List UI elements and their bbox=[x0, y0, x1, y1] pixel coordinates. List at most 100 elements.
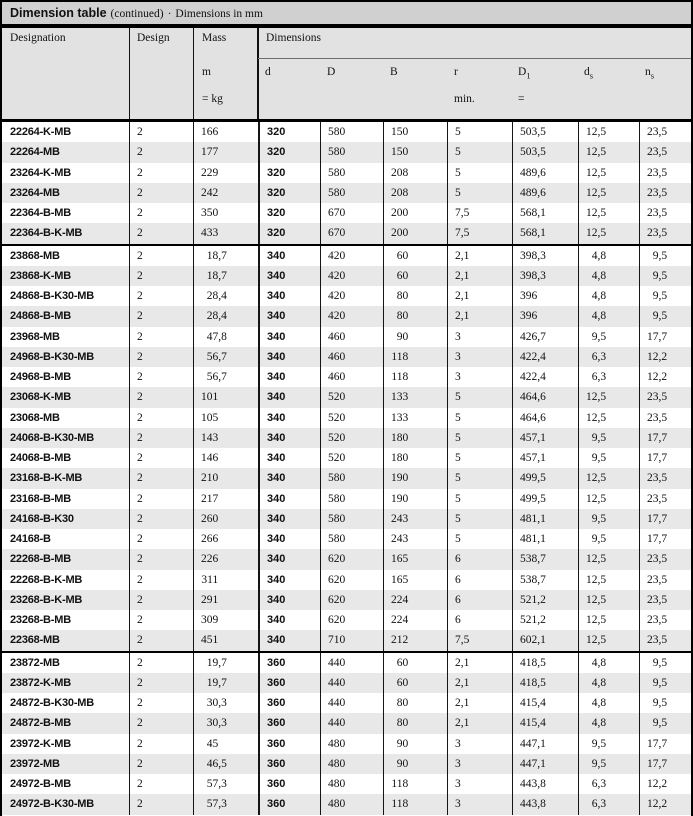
dim-col-d: d bbox=[265, 66, 271, 78]
cell-ns: 9,5 bbox=[639, 652, 691, 673]
cell-designation: 23264-K-MB bbox=[10, 166, 71, 179]
cell-mass: 451 bbox=[193, 630, 258, 651]
cell-D: 480 bbox=[320, 774, 383, 795]
cell-ds: 4,8 bbox=[578, 693, 639, 714]
cell-mass: 433 bbox=[193, 223, 258, 244]
table-row: 23264-K-MB 2 229 320 580 208 5 489,6 12,5 23,5 bbox=[2, 162, 691, 183]
cell-designation: 24868-B-K30-MB bbox=[10, 290, 95, 303]
cell-D1: 398,3 bbox=[512, 245, 578, 266]
cell-designation: 24872-B-MB bbox=[10, 717, 71, 730]
table-row: 24168-B-K30 2 260 340 580 243 5 481,1 9,5 17,7 bbox=[2, 508, 691, 529]
cell-ds: 4,8 bbox=[578, 286, 639, 307]
cell-mass: 210 bbox=[193, 468, 258, 489]
cell-design: 2 bbox=[129, 774, 193, 795]
table-row: 23168-B-K-MB 2 210 340 580 190 5 499,5 12,5 23,5 bbox=[2, 468, 691, 489]
cell-D1: 422,4 bbox=[512, 346, 578, 367]
cell-designation: 23168-B-K-MB bbox=[10, 472, 83, 485]
cell-d: 340 bbox=[258, 387, 320, 408]
cell-ns: 17,7 bbox=[639, 427, 691, 448]
cell-ns: 17,7 bbox=[639, 448, 691, 469]
cell-d: 320 bbox=[258, 182, 320, 203]
cell-B: 165 bbox=[383, 549, 447, 570]
cell-designation: 23972-MB bbox=[10, 757, 60, 770]
cell-d: 360 bbox=[258, 672, 320, 693]
cell-design: 2 bbox=[129, 122, 193, 143]
table-row: 23264-MB 2 242 320 580 208 5 489,6 12,5 23,5 bbox=[2, 182, 691, 203]
table-row: 22268-B-MB 2 226 340 620 165 6 538,7 12,5 23,5 bbox=[2, 549, 691, 570]
cell-D1: 418,5 bbox=[512, 652, 578, 673]
cell-D1: 499,5 bbox=[512, 488, 578, 509]
table-row: 23972-MB 2 46,5 360 480 90 3 447,1 9,5 17,7 bbox=[2, 753, 691, 774]
table-row: 24068-B-MB 2 146 340 520 180 5 457,1 9,5 17,7 bbox=[2, 448, 691, 469]
cell-r: 3 bbox=[447, 346, 512, 367]
cell-design: 2 bbox=[129, 693, 193, 714]
cell-ds: 9,5 bbox=[578, 448, 639, 469]
cell-d: 340 bbox=[258, 508, 320, 529]
cell-ds: 12,5 bbox=[578, 488, 639, 509]
mass-unit: = kg bbox=[202, 93, 223, 105]
cell-B: 208 bbox=[383, 182, 447, 203]
cell-D1: 426,7 bbox=[512, 326, 578, 347]
cell-B: 224 bbox=[383, 610, 447, 631]
cell-D1: 499,5 bbox=[512, 468, 578, 489]
cell-D: 620 bbox=[320, 569, 383, 590]
cell-D1: 464,6 bbox=[512, 407, 578, 428]
cell-ns: 23,5 bbox=[639, 468, 691, 489]
cell-mass: 177 bbox=[193, 142, 258, 163]
cell-ns: 23,5 bbox=[639, 162, 691, 183]
cell-B: 118 bbox=[383, 774, 447, 795]
cell-design: 2 bbox=[129, 448, 193, 469]
cell-designation: 23264-MB bbox=[10, 186, 60, 199]
cell-mass: 291 bbox=[193, 589, 258, 610]
col-header-mass: Mass bbox=[202, 32, 227, 44]
cell-D1: 481,1 bbox=[512, 529, 578, 550]
title-units-note: Dimensions in mm bbox=[175, 8, 263, 20]
cell-ds: 12,5 bbox=[578, 630, 639, 651]
cell-r: 3 bbox=[447, 733, 512, 754]
cell-ds: 12,5 bbox=[578, 162, 639, 183]
dim-col-B: B bbox=[390, 66, 398, 78]
cell-r: 3 bbox=[447, 794, 512, 815]
col-header-dimensions: Dimensions bbox=[266, 32, 321, 44]
col-header-designation: Designation bbox=[10, 32, 66, 44]
cell-D1: 447,1 bbox=[512, 753, 578, 774]
cell-ns: 23,5 bbox=[639, 407, 691, 428]
cell-d: 360 bbox=[258, 733, 320, 754]
cell-D1: 443,8 bbox=[512, 774, 578, 795]
cell-ds: 12,5 bbox=[578, 223, 639, 244]
cell-d: 340 bbox=[258, 488, 320, 509]
cell-D: 440 bbox=[320, 672, 383, 693]
cell-ds: 12,5 bbox=[578, 142, 639, 163]
cell-designation: 24168-B bbox=[10, 533, 51, 546]
cell-r: 2,1 bbox=[447, 286, 512, 307]
table-row: 23868-K-MB 2 18,7 340 420 60 2,1 398,3 4,8 9,5 bbox=[2, 265, 691, 286]
table-row: 23268-B-K-MB 2 291 340 620 224 6 521,2 12,5 23,5 bbox=[2, 589, 691, 610]
cell-ns: 9,5 bbox=[639, 245, 691, 266]
cell-d: 340 bbox=[258, 468, 320, 489]
table-row: 22368-MB 2 451 340 710 212 7,5 602,1 12,5 23,5 bbox=[2, 630, 691, 651]
cell-ns: 23,5 bbox=[639, 142, 691, 163]
table-row: 22264-MB 2 177 320 580 150 5 503,5 12,5 23,5 bbox=[2, 142, 691, 163]
cell-D: 480 bbox=[320, 794, 383, 815]
cell-D1: 415,4 bbox=[512, 693, 578, 714]
cell-mass: 56,7 bbox=[193, 346, 258, 367]
cell-designation: 24968-B-K30-MB bbox=[10, 350, 95, 363]
cell-r: 3 bbox=[447, 326, 512, 347]
cell-designation: 22364-B-MB bbox=[10, 207, 71, 220]
cell-D1: 538,7 bbox=[512, 549, 578, 570]
dimensions-underline bbox=[258, 58, 691, 59]
cell-D: 460 bbox=[320, 326, 383, 347]
cell-design: 2 bbox=[129, 488, 193, 509]
cell-ds: 12,5 bbox=[578, 589, 639, 610]
cell-ds: 12,5 bbox=[578, 569, 639, 590]
cell-r: 3 bbox=[447, 367, 512, 388]
cell-r: 5 bbox=[447, 448, 512, 469]
cell-D: 440 bbox=[320, 693, 383, 714]
cell-D1: 489,6 bbox=[512, 162, 578, 183]
cell-B: 200 bbox=[383, 223, 447, 244]
cell-ns: 23,5 bbox=[639, 223, 691, 244]
table-header: Designation Design Mass Dimensions m d D… bbox=[2, 28, 691, 119]
cell-r: 2,1 bbox=[447, 306, 512, 327]
cell-D1: 447,1 bbox=[512, 733, 578, 754]
cell-B: 60 bbox=[383, 652, 447, 673]
